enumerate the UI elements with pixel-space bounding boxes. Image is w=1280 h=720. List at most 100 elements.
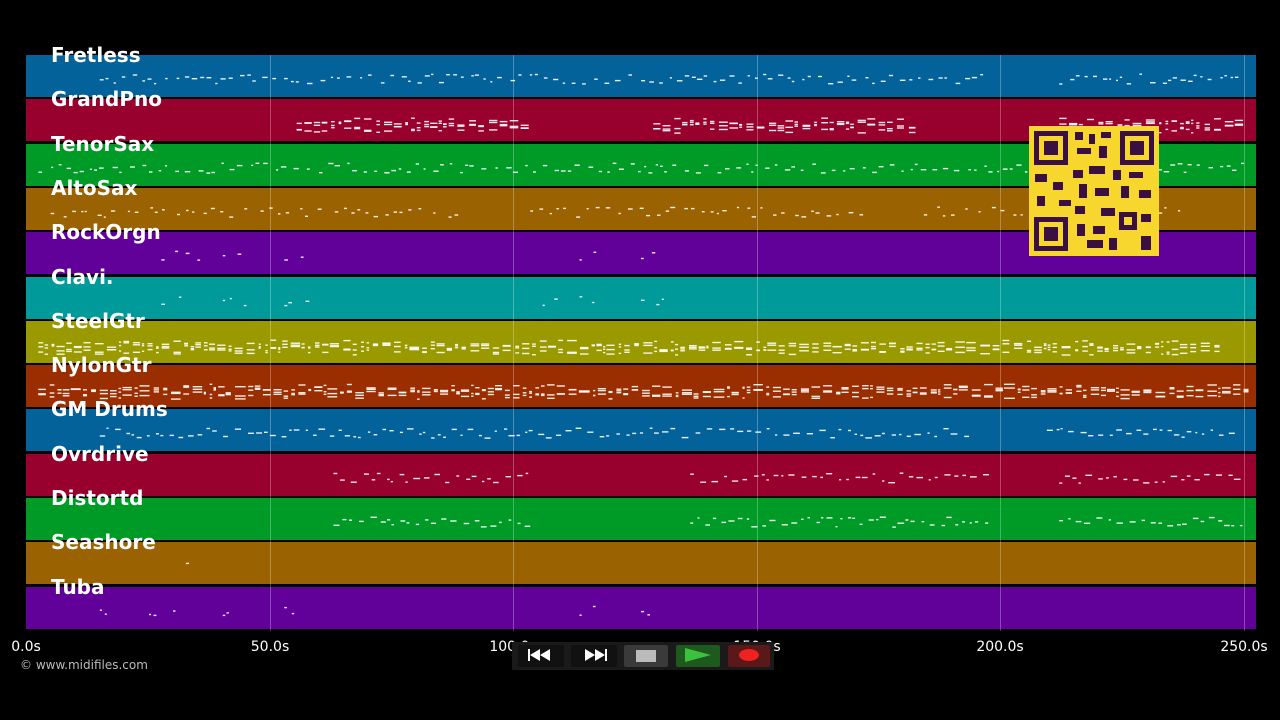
note [654, 340, 657, 343]
track-row[interactable] [26, 409, 1256, 451]
track-notes [99, 427, 1235, 439]
note [799, 350, 809, 352]
note [405, 123, 408, 125]
note [930, 389, 937, 391]
note [456, 475, 460, 477]
note [1047, 389, 1057, 392]
note [716, 212, 719, 215]
note [296, 129, 302, 131]
note [495, 167, 498, 169]
note [217, 347, 226, 350]
note [1014, 344, 1023, 346]
note [734, 347, 744, 349]
note [1075, 520, 1082, 523]
note [628, 74, 632, 76]
fast-forward-button[interactable] [571, 645, 617, 667]
note [793, 432, 800, 434]
note [836, 122, 845, 125]
note [607, 171, 610, 173]
note [747, 75, 750, 77]
note [322, 343, 329, 346]
note [1120, 397, 1130, 400]
note [282, 346, 288, 348]
note [772, 396, 781, 398]
play-button[interactable] [676, 645, 720, 667]
note [363, 171, 367, 173]
note [697, 517, 700, 519]
note [258, 346, 261, 348]
note [470, 345, 480, 347]
note [211, 171, 215, 174]
note [862, 385, 869, 387]
note [222, 299, 226, 302]
track-row[interactable] [26, 365, 1256, 407]
note [461, 346, 466, 348]
note [296, 122, 302, 125]
note [852, 349, 858, 351]
note [820, 172, 826, 174]
note [958, 385, 968, 387]
note [118, 397, 122, 399]
track-notes [99, 605, 650, 617]
note [430, 126, 438, 128]
track-row[interactable] [26, 542, 1256, 584]
note [909, 79, 913, 81]
track-row[interactable] [26, 498, 1256, 540]
note [163, 389, 168, 391]
note [56, 345, 65, 348]
stop-button[interactable] [624, 645, 668, 667]
note [424, 75, 430, 77]
note [499, 120, 508, 123]
note [422, 391, 431, 393]
note [756, 349, 760, 351]
note [251, 164, 254, 167]
record-button[interactable] [728, 645, 770, 667]
note [568, 393, 577, 395]
note [405, 481, 408, 483]
note [178, 436, 184, 439]
note [1120, 348, 1124, 351]
note [659, 82, 663, 84]
note [298, 392, 306, 394]
note [203, 212, 207, 215]
note [141, 343, 145, 345]
note [1132, 124, 1142, 127]
note [624, 351, 630, 353]
note [352, 349, 357, 351]
note [451, 428, 457, 431]
note [1176, 396, 1184, 398]
note [937, 341, 945, 344]
note [433, 170, 439, 172]
note [1047, 344, 1051, 346]
note [837, 81, 843, 83]
note [504, 428, 508, 430]
note [66, 350, 72, 353]
track-row[interactable] [26, 55, 1256, 97]
note [419, 433, 422, 435]
note [675, 354, 679, 356]
note [278, 348, 281, 350]
note [425, 519, 429, 521]
track-row[interactable] [26, 454, 1256, 496]
note [889, 345, 896, 348]
track-row[interactable] [26, 277, 1256, 319]
note [1043, 347, 1047, 350]
note [394, 351, 401, 353]
note [346, 76, 352, 78]
note [1101, 387, 1106, 389]
note [906, 390, 912, 392]
note [1166, 341, 1170, 343]
note [188, 435, 194, 437]
note [481, 168, 487, 170]
note [1171, 348, 1179, 351]
note [422, 394, 431, 396]
note [712, 349, 721, 351]
track-name-label: Clavi. [51, 265, 114, 289]
track-row[interactable] [26, 587, 1256, 629]
track-row[interactable] [26, 321, 1256, 363]
note [173, 610, 176, 612]
note [110, 395, 117, 398]
rewind-button[interactable] [518, 645, 564, 667]
note [525, 431, 528, 433]
note [134, 392, 138, 394]
